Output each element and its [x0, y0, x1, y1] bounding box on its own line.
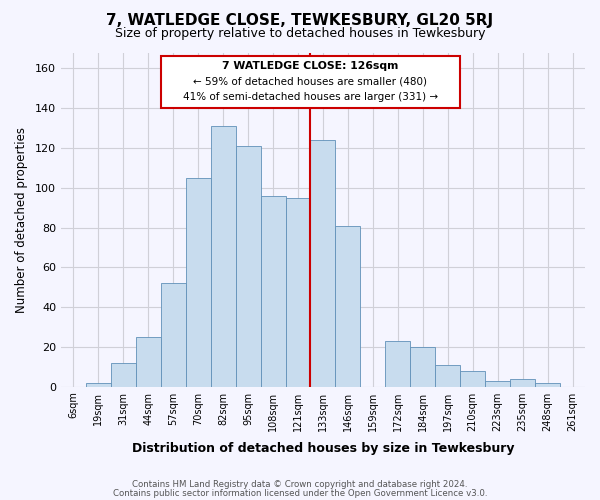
Text: 41% of semi-detached houses are larger (331) →: 41% of semi-detached houses are larger (… — [183, 92, 438, 102]
Bar — [435, 365, 460, 386]
Bar — [186, 178, 211, 386]
Bar — [161, 56, 460, 108]
Bar — [510, 378, 535, 386]
Text: Size of property relative to detached houses in Tewkesbury: Size of property relative to detached ho… — [115, 28, 485, 40]
Text: 7 WATLEDGE CLOSE: 126sqm: 7 WATLEDGE CLOSE: 126sqm — [222, 61, 398, 71]
Text: 7, WATLEDGE CLOSE, TEWKESBURY, GL20 5RJ: 7, WATLEDGE CLOSE, TEWKESBURY, GL20 5RJ — [106, 12, 494, 28]
Bar — [535, 382, 560, 386]
Text: Contains public sector information licensed under the Open Government Licence v3: Contains public sector information licen… — [113, 488, 487, 498]
Bar — [86, 382, 111, 386]
Bar — [211, 126, 236, 386]
Bar — [161, 283, 186, 387]
Bar — [111, 363, 136, 386]
Bar — [286, 198, 310, 386]
Bar — [236, 146, 260, 386]
Bar — [260, 196, 286, 386]
Text: Contains HM Land Registry data © Crown copyright and database right 2024.: Contains HM Land Registry data © Crown c… — [132, 480, 468, 489]
Bar — [485, 380, 510, 386]
Text: ← 59% of detached houses are smaller (480): ← 59% of detached houses are smaller (48… — [193, 76, 427, 86]
X-axis label: Distribution of detached houses by size in Tewkesbury: Distribution of detached houses by size … — [132, 442, 514, 455]
Bar — [385, 341, 410, 386]
Bar — [310, 140, 335, 386]
Bar — [410, 347, 435, 387]
Bar — [335, 226, 361, 386]
Y-axis label: Number of detached properties: Number of detached properties — [15, 126, 28, 312]
Bar — [136, 337, 161, 386]
Bar — [460, 370, 485, 386]
